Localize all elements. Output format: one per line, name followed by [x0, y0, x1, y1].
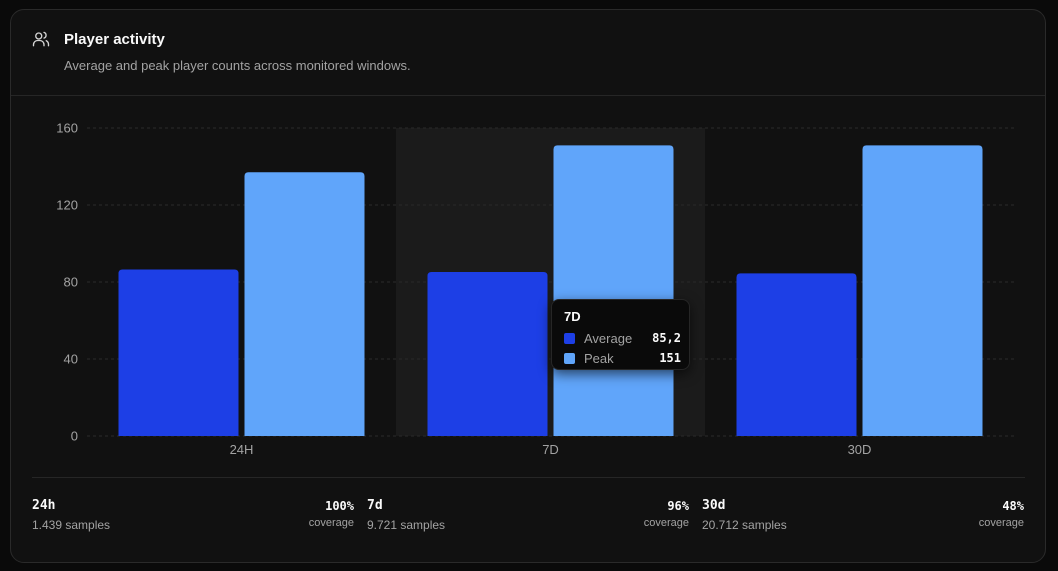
bar-average-24h [118, 269, 239, 436]
stat-24h: 24h 1.439 samples 100% coverage [32, 495, 354, 535]
tooltip-value: 151 [659, 351, 681, 365]
stat-coverage: 48% [1002, 499, 1024, 513]
bar-average-30d [736, 273, 857, 436]
stat-30d: 30d 20.712 samples 48% coverage [702, 495, 1024, 535]
y-tick-label: 40 [64, 352, 78, 367]
tooltip-value: 85,2 [652, 331, 681, 345]
stat-label: 7d [367, 498, 383, 513]
y-tick-label: 160 [56, 121, 78, 136]
card-header: Player activity Average and peak player … [11, 10, 1045, 96]
stat-samples: 1.439 samples [32, 518, 111, 532]
card-subtitle: Average and peak player counts across mo… [64, 58, 411, 73]
tooltip-label: Peak [584, 351, 614, 366]
bar-peak-7d [553, 145, 674, 436]
tooltip-row-average: Average 85,2 [564, 331, 681, 347]
chart-tooltip: 7D Average 85,2 Peak 151 [551, 299, 690, 370]
y-tick-label: 80 [64, 275, 78, 290]
users-icon [32, 31, 50, 47]
stats-divider [32, 477, 1025, 478]
stat-coverage: 96% [667, 499, 689, 513]
stat-samples: 20.712 samples [702, 518, 787, 532]
stat-label: 24h [32, 498, 56, 513]
y-tick-label: 0 [71, 429, 78, 444]
x-tick-label: 30D [848, 442, 872, 457]
bar-peak-24h [244, 172, 365, 436]
stat-coverage-label: coverage [643, 517, 689, 529]
stat-coverage-label: coverage [978, 517, 1024, 529]
x-tick-label: 24H [230, 442, 254, 457]
stat-coverage: 100% [325, 499, 354, 513]
tooltip-title: 7D [564, 309, 581, 324]
stat-coverage-label: coverage [308, 517, 354, 529]
stat-7d: 7d 9.721 samples 96% coverage [367, 495, 689, 535]
stat-samples: 9.721 samples [367, 518, 446, 532]
peak-swatch [564, 353, 575, 364]
bar-average-7d [427, 271, 548, 436]
bar-peak-30d [862, 145, 983, 436]
bar-chart[interactable]: 0 40 80 120 160 24H 7D 30D [0, 0, 1058, 480]
stat-label: 30d [702, 498, 726, 513]
tooltip-label: Average [584, 331, 633, 346]
average-swatch [564, 333, 575, 344]
y-tick-label: 120 [56, 198, 78, 213]
x-tick-label: 7D [542, 442, 559, 457]
tooltip-row-peak: Peak 151 [564, 351, 681, 367]
card-title: Player activity [64, 31, 165, 48]
